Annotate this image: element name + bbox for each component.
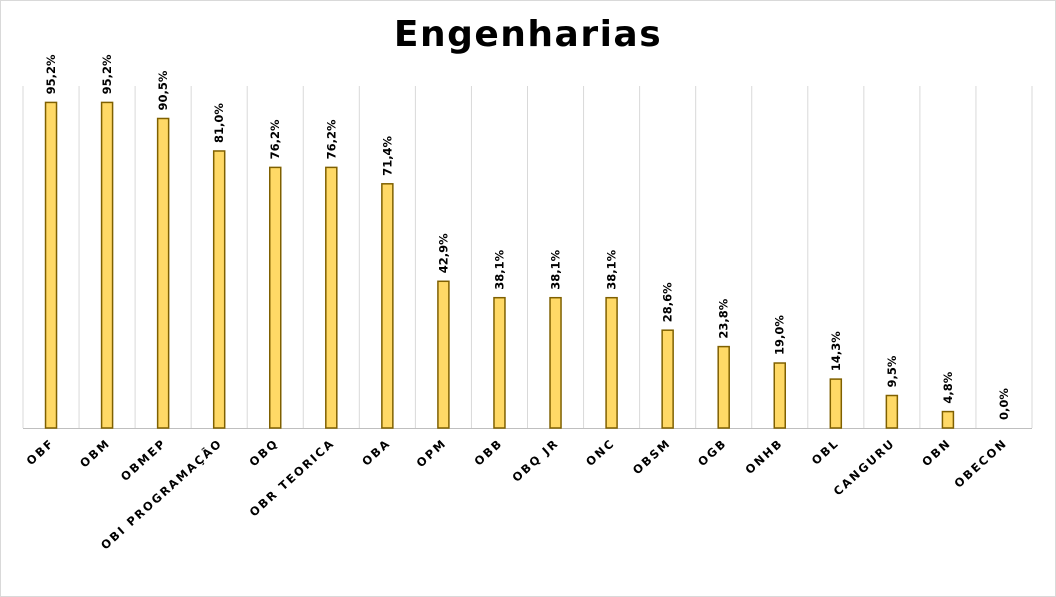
bar-5 xyxy=(325,166,338,429)
tick-label-10: ONC xyxy=(583,436,618,469)
tick-label-1: OBM xyxy=(77,436,113,470)
tick-label-4: OBQ xyxy=(246,436,281,469)
data-label-16: 4,8% xyxy=(941,371,955,403)
bar-11 xyxy=(661,329,674,429)
data-label-5: 76,2% xyxy=(324,119,338,159)
bar-1 xyxy=(100,101,114,429)
data-label-14: 14,3% xyxy=(829,331,843,371)
bar-8 xyxy=(493,296,506,429)
tick-label-14: OBL xyxy=(809,436,842,468)
chart-title: Engenharias xyxy=(393,14,663,55)
bar-7 xyxy=(437,280,450,429)
tick-label-7: OPM xyxy=(414,436,450,470)
tick-label-12: OGB xyxy=(695,436,730,469)
tick-label-9: OBQ JR xyxy=(509,436,561,485)
bar-10 xyxy=(605,296,618,429)
bar-16 xyxy=(941,410,955,429)
tick-label-13: ONHB xyxy=(742,436,785,477)
data-label-17: 0,0% xyxy=(997,388,1011,420)
data-label-11: 28,6% xyxy=(661,282,675,322)
data-label-3: 81,0% xyxy=(212,103,226,143)
bar-14 xyxy=(829,378,843,429)
bar-12 xyxy=(717,345,730,429)
tick-label-0: OBF xyxy=(24,436,57,468)
data-label-8: 38,1% xyxy=(492,249,506,289)
data-label-13: 19,0% xyxy=(773,315,787,355)
bar-3 xyxy=(212,150,226,429)
tick-label-2: OBMEP xyxy=(118,436,169,484)
tick-label-6: OBA xyxy=(359,436,393,469)
data-label-10: 38,1% xyxy=(605,249,619,289)
data-label-7: 42,9% xyxy=(436,233,450,273)
bar-4 xyxy=(269,166,282,429)
bar-13 xyxy=(773,362,786,429)
tick-label-16: OBN xyxy=(919,436,954,469)
data-label-2: 90,5% xyxy=(156,70,170,110)
data-label-1: 95,2% xyxy=(100,54,114,94)
tick-label-11: OBSM xyxy=(630,436,674,477)
data-labels: 95,2% 95,2% 90,5% 81,0% 76,2% 76,2% 71,4% 42,9%… xyxy=(44,54,1011,420)
bar-15 xyxy=(885,394,899,429)
bar-2 xyxy=(156,117,170,429)
data-label-6: 71,4% xyxy=(380,135,394,175)
data-label-4: 76,2% xyxy=(268,119,282,159)
gridlines xyxy=(22,86,1033,429)
bar-0 xyxy=(44,101,58,429)
bar-6 xyxy=(381,183,394,429)
data-label-12: 23,8% xyxy=(717,298,731,338)
bars xyxy=(44,101,955,429)
data-label-9: 38,1% xyxy=(549,249,563,289)
data-label-0: 95,2% xyxy=(44,54,58,94)
bar-9 xyxy=(549,296,562,429)
tick-label-17: OBECON xyxy=(951,436,1010,491)
data-label-15: 9,5% xyxy=(885,355,899,387)
tick-label-8: OBB xyxy=(471,436,505,469)
